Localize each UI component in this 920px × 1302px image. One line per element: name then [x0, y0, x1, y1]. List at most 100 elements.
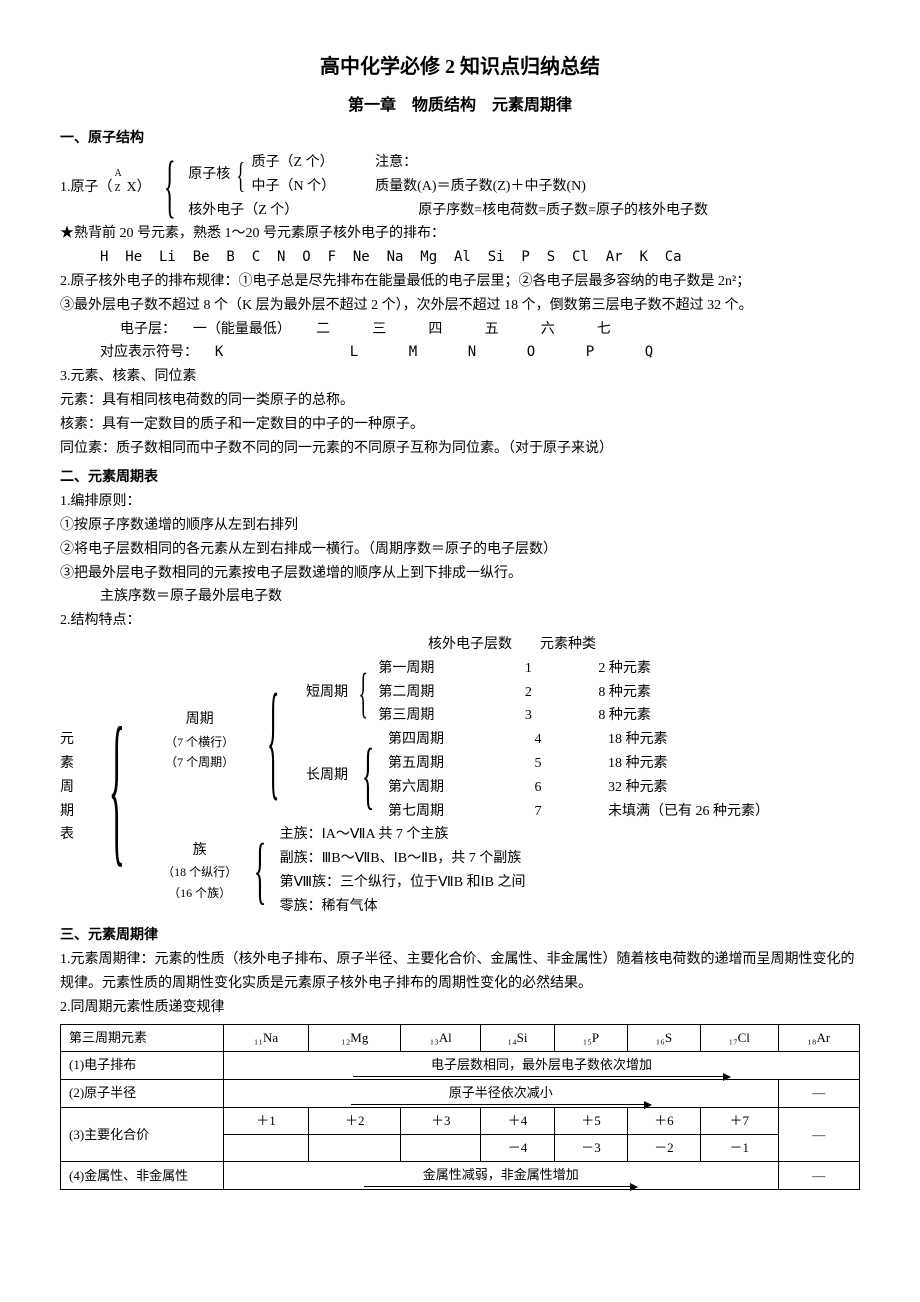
- def-isotope: 同位素：质子数相同而中子数不同的同一元素的不同原子互称为同位素。（对于原子来说）: [60, 437, 860, 461]
- period-kinds: 8 种元素: [598, 681, 778, 705]
- period-name: 第三周期: [378, 704, 458, 728]
- struct-row: 第一周期12 种元素: [378, 657, 778, 681]
- tbl-r4-h: (4)金属性、非金属性: [61, 1162, 224, 1190]
- period-kinds: 18 种元素: [608, 752, 788, 776]
- tbl-r1-txt: 电子层数相同，最外层电子数依次增加: [431, 1057, 652, 1072]
- period-layers: 6: [468, 776, 608, 800]
- tbl-dash: —: [778, 1162, 859, 1190]
- layer-names: 电子层： 一（能量最低） 二 三 四 五 六 七: [60, 318, 860, 342]
- period-layers: 2: [458, 681, 598, 705]
- note-label: 注意：: [375, 151, 586, 175]
- seq-formula: 原子序数=核电荷数=质子数=原子的核外电子数: [418, 199, 708, 223]
- period-kinds: 8 种元素: [598, 704, 778, 728]
- group-sub1: （18 个纵行）: [160, 862, 240, 882]
- def-nuclide: 核素：具有一定数目的质子和一定数目的中子的一种原子。: [60, 413, 860, 437]
- s3-1: 1.元素周期律：元素的性质（核外电子排布、原子半径、主要化合价、金属性、非金属性…: [60, 948, 860, 996]
- s2-1d: 主族序数＝原子最外层电子数: [60, 585, 860, 609]
- long-period-label: 长周期: [306, 764, 348, 788]
- layer-symbols: 对应表示符号： K L M N O P Q: [60, 341, 860, 365]
- tbl-val: －1: [700, 1135, 778, 1162]
- struct-row: 第六周期632 种元素: [388, 776, 788, 800]
- struct-row: 第五周期518 种元素: [388, 752, 788, 776]
- memorize-note: ★熟背前 20 号元素，熟悉 1～20 号元素原子核外电子的排布：: [60, 222, 860, 246]
- rule-2b: ③最外层电子数不超过 8 个（K 层为最外层不超过 2 个），次外层不超过 18…: [60, 294, 860, 318]
- def-element: 元素：具有相同核电荷数的同一类原子的总称。: [60, 389, 860, 413]
- period-label: 周期: [160, 708, 240, 732]
- period-name: 第一周期: [378, 657, 458, 681]
- s2-1b: ②将电子层数相同的各元素从左到右排成一横行。（周期序数＝原子的电子层数）: [60, 538, 860, 562]
- group-sub: 副族：ⅢB～ⅦB、ⅠB～ⅡB，共 7 个副族: [280, 847, 526, 871]
- period-layers: 3: [458, 704, 598, 728]
- period-sub1: （7 个横行）: [160, 732, 240, 752]
- tbl-el: ₁₂Mg: [309, 1024, 401, 1051]
- tbl-val: ＋1: [224, 1107, 309, 1134]
- neutron-label: 中子（N 个）: [252, 175, 336, 199]
- proton-label: 质子（Z 个）: [252, 151, 336, 175]
- item-3: 3.元素、核素、同位素: [60, 365, 860, 389]
- period-kinds: 2 种元素: [598, 657, 778, 681]
- tbl-val: ＋3: [401, 1107, 481, 1134]
- period-name: 第五周期: [388, 752, 468, 776]
- title-main: 高中化学必修 2 知识点归纳总结: [60, 50, 860, 84]
- tbl-val: －3: [554, 1135, 627, 1162]
- section-1-heading: 一、原子结构: [60, 127, 860, 151]
- atom-label: 1.原子（: [60, 180, 113, 195]
- brace-icon: {: [253, 837, 267, 905]
- tbl-val: ＋2: [309, 1107, 401, 1134]
- struct-row: 第三周期38 种元素: [378, 704, 778, 728]
- brace-icon: {: [358, 668, 369, 718]
- period-kinds: 未填满（已有 26 种元素）: [608, 800, 788, 824]
- group-viii: 第Ⅷ族：三个纵行，位于ⅦB 和ⅠB 之间: [280, 871, 526, 895]
- atom-structure: 1.原子（ A Z X） { 原子核 { 质子（Z 个） 中子（N 个） 注意：…: [60, 151, 860, 222]
- tbl-r1-h: (1)电子排布: [61, 1051, 224, 1079]
- tbl-el: ₁₈Ar: [778, 1024, 859, 1051]
- s2-1a: ①按原子序数递增的顺序从左到右排列: [60, 514, 860, 538]
- period-name: 第七周期: [388, 800, 468, 824]
- periodic-structure-tree: 元 素 周 期 表 { 周期 （7 个横行） （7 个周期） { 短周期 { 第…: [60, 657, 860, 919]
- period-name: 第二周期: [378, 681, 458, 705]
- period-name: 第四周期: [388, 728, 468, 752]
- shell-electron-label: 核外电子（Z 个）: [188, 199, 298, 223]
- period-layers: 7: [468, 800, 608, 824]
- brace-icon: {: [266, 682, 279, 799]
- tbl-val: ＋6: [627, 1107, 700, 1134]
- tbl-val: －2: [627, 1135, 700, 1162]
- tbl-r4-txt: 金属性减弱，非金属性增加: [423, 1167, 579, 1182]
- brace-icon: {: [361, 742, 375, 810]
- title-sub: 第一章 物质结构 元素周期律: [60, 92, 860, 119]
- tbl-dash: —: [778, 1079, 859, 1107]
- tbl-el: ₁₁Na: [224, 1024, 309, 1051]
- tbl-r2-cell: 原子半径依次减小: [224, 1079, 779, 1107]
- period-layers: 4: [468, 728, 608, 752]
- tbl-val: [401, 1135, 481, 1162]
- tbl-val: ＋4: [481, 1107, 555, 1134]
- group-zero: 零族：稀有气体: [280, 895, 526, 919]
- struct-row: 第二周期28 种元素: [378, 681, 778, 705]
- atom-x: X: [127, 180, 137, 195]
- mass-formula: 质量数(A)＝质子数(Z)＋中子数(N): [375, 175, 586, 199]
- tbl-val: ＋5: [554, 1107, 627, 1134]
- tbl-h0: 第三周期元素: [61, 1024, 224, 1051]
- atom-sub: Z: [115, 180, 121, 197]
- period-kinds: 18 种元素: [608, 728, 788, 752]
- tbl-el: ₁₅P: [554, 1024, 627, 1051]
- nucleus-label: 原子核: [188, 163, 230, 187]
- tbl-val: ＋7: [700, 1107, 778, 1134]
- tbl-val: —: [778, 1107, 859, 1161]
- struct-row: 第七周期7未填满（已有 26 种元素）: [388, 800, 788, 824]
- short-period-label: 短周期: [306, 681, 348, 705]
- group-label: 族: [160, 839, 240, 863]
- brace-icon: {: [163, 155, 176, 218]
- s2-2: 2.结构特点：: [60, 609, 860, 633]
- root-label: 元 素 周 期 表: [60, 728, 74, 847]
- s2-1: 1.编排原则：: [60, 490, 860, 514]
- period-sub2: （7 个周期）: [160, 752, 240, 772]
- section-2-heading: 二、元素周期表: [60, 466, 860, 490]
- tbl-r4-cell: 金属性减弱，非金属性增加: [224, 1162, 779, 1190]
- hdr-layers: 核外电子层数: [400, 633, 540, 657]
- tbl-el: ₁₆S: [627, 1024, 700, 1051]
- tbl-el: ₁₇Cl: [700, 1024, 778, 1051]
- period-layers: 1: [458, 657, 598, 681]
- atom-close: ）: [137, 180, 151, 195]
- s2-1c: ③把最外层电子数相同的元素按电子层数递增的顺序从上到下排成一纵行。: [60, 562, 860, 586]
